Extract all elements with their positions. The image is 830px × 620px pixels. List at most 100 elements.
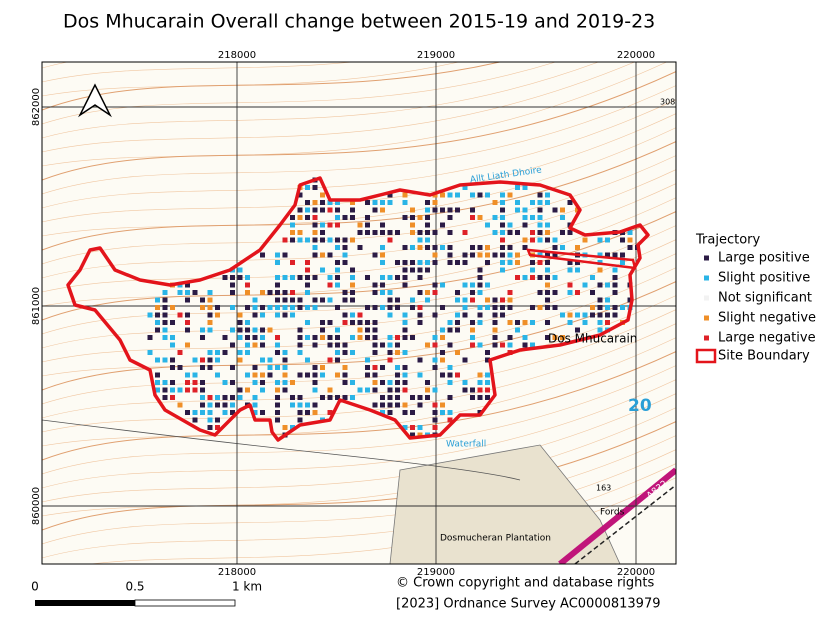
contour [42,155,676,265]
trajectory-cell [215,425,220,430]
trajectory-cell [342,260,348,265]
trajectory-cell [335,200,340,205]
trajectory-cell [245,282,250,288]
trajectory-cell [575,207,580,213]
trajectory-cell [312,410,318,415]
trajectory-cell [275,282,280,288]
trajectory-cell [342,395,348,400]
trajectory-cell [582,282,588,288]
trajectory-cell [320,267,325,273]
trajectory-cell [282,275,288,280]
trajectory-cell [245,387,250,393]
trajectory-cell [597,297,603,303]
trajectory-cell [155,327,160,333]
trajectory-cell [387,312,393,318]
contour [42,140,676,251]
trajectory-cell [290,297,295,303]
trajectory-cell [447,252,453,258]
trajectory-cell [350,207,355,213]
trajectory-cell [305,260,310,265]
trajectory-cell [192,417,198,423]
trajectory-cell [605,282,610,288]
trajectory-cell [500,200,505,205]
trajectory-cell [267,365,273,370]
trajectory-cell [335,305,340,310]
trajectory-cell [357,312,363,318]
trajectory-cell [335,350,340,355]
trajectory-cell [417,312,423,318]
trajectory-cell [597,312,603,318]
trajectory-cell [260,312,265,318]
trajectory-cell [395,350,400,355]
trajectory-cell [177,365,183,370]
contour [42,379,676,489]
trajectory-cell [552,207,558,213]
grid-label: 220000 [617,567,655,578]
trajectory-cell [440,192,445,198]
trajectory-cell [350,215,355,220]
map-frame [41,61,677,565]
trajectory-cell [290,402,295,408]
trajectory-cell [432,245,438,250]
trajectory-cell [507,192,513,198]
trajectory-cell [230,327,235,333]
contour [42,280,676,391]
trajectory-cell [215,350,220,355]
trajectory-cell [537,200,543,205]
trajectory-cell [410,260,415,265]
contour [42,62,461,97]
trajectory-cell [530,275,535,280]
trajectory-cell [485,305,490,310]
trajectory-cell [417,267,423,273]
trajectory-cell [200,297,205,303]
trajectory-cell [402,200,408,205]
trajectory-cell [462,185,468,190]
trajectory-cell [185,342,190,348]
trajectory-cell [200,402,205,408]
trajectory-cell [162,387,168,393]
trajectory-cell [177,350,183,355]
trajectory-cell [230,380,235,385]
grid-labels: 218000 218000 219000 219000 220000 220000 8620… [31,50,655,578]
trajectory-cell [297,192,303,198]
trajectory-cell [380,365,385,370]
contour [42,393,676,503]
trajectory-cell [440,410,445,415]
trajectory-cell [477,215,483,220]
trajectory-cell [305,267,310,273]
trajectory-cell [395,305,400,310]
trajectory-cell [170,357,175,363]
trajectory-cell [342,237,348,243]
trajectory-cell [282,425,288,430]
trajectory-cell [537,237,543,243]
trajectory-cell [620,252,625,258]
contour [42,323,676,433]
trajectory-cell [500,267,505,273]
trajectory-cell [395,275,400,280]
trajectory-cell [297,410,303,415]
trajectory-cell [185,372,190,378]
trajectory-cell [327,275,333,280]
trajectory-cell [492,252,498,258]
trajectory-cell [177,387,183,393]
trajectory-cell [372,290,378,295]
trajectory-cell [455,327,460,333]
trajectory-cell [275,417,280,423]
track [42,419,521,481]
trajectory-cell [477,305,483,310]
trajectory-cell [245,275,250,280]
trajectory-cell [447,320,453,325]
trajectory-cell [237,327,243,333]
trajectory-cell [327,252,333,258]
trajectory-cell [237,320,243,325]
trajectory-cell [380,260,385,265]
trajectory-cell [410,410,415,415]
trajectory-cell [260,380,265,385]
trajectory-cell [597,282,603,288]
trajectory-cell [312,230,318,235]
trajectory-cell [447,230,453,235]
trajectory-cell [545,222,550,228]
copyright: © Crown copyright and database rights [396,576,654,591]
trajectory-cell [252,395,258,400]
trajectory-cell [432,417,438,423]
